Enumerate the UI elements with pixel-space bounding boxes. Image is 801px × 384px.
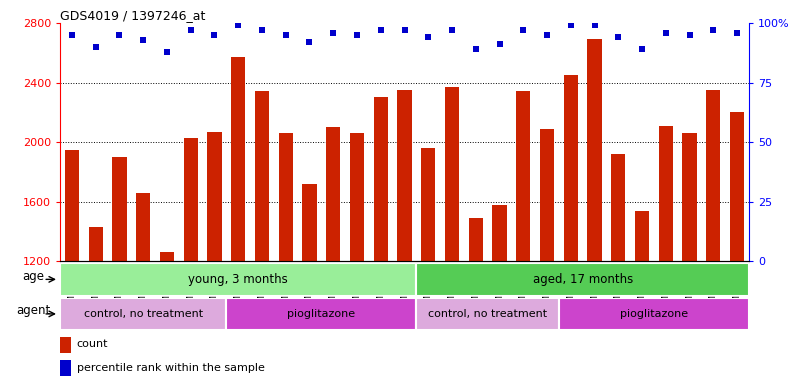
Point — [469, 46, 482, 52]
Bar — [183, 137, 198, 261]
Bar — [326, 127, 340, 261]
Point — [422, 34, 435, 40]
Point — [256, 27, 268, 33]
Bar — [60, 337, 71, 353]
Point — [303, 39, 316, 45]
Bar — [350, 133, 364, 261]
Bar — [60, 263, 417, 296]
Point — [659, 30, 672, 36]
Bar — [559, 298, 749, 330]
Point — [731, 30, 743, 36]
Point — [517, 27, 529, 33]
Text: agent: agent — [16, 304, 50, 317]
Text: control, no treatment: control, no treatment — [83, 309, 203, 319]
Bar — [730, 112, 744, 261]
Text: young, 3 months: young, 3 months — [188, 273, 288, 286]
Point — [208, 32, 221, 38]
Bar — [255, 91, 269, 261]
Point — [231, 22, 244, 28]
Point — [493, 41, 506, 48]
Bar — [89, 227, 103, 261]
Text: age: age — [22, 270, 44, 283]
Point — [280, 32, 292, 38]
Bar — [302, 184, 316, 261]
Bar — [417, 263, 749, 296]
Point — [565, 22, 578, 28]
Bar — [611, 154, 626, 261]
Bar — [540, 129, 554, 261]
Point — [541, 32, 553, 38]
Bar — [136, 193, 151, 261]
Bar — [706, 90, 720, 261]
Point — [683, 32, 696, 38]
Bar — [60, 298, 227, 330]
Bar — [279, 133, 293, 261]
Bar — [564, 75, 578, 261]
Point — [89, 44, 102, 50]
Text: count: count — [77, 339, 108, 349]
Bar — [658, 126, 673, 261]
Bar — [112, 157, 127, 261]
Bar — [373, 98, 388, 261]
Bar — [469, 218, 483, 261]
Text: aged, 17 months: aged, 17 months — [533, 273, 633, 286]
Text: pioglitazone: pioglitazone — [288, 309, 356, 319]
Bar — [587, 40, 602, 261]
Point — [707, 27, 720, 33]
Bar — [493, 205, 507, 261]
Bar — [635, 210, 649, 261]
Bar — [682, 133, 697, 261]
Point — [160, 48, 173, 55]
Bar — [65, 149, 79, 261]
Point — [445, 27, 458, 33]
Point — [351, 32, 364, 38]
Bar — [445, 87, 459, 261]
Point — [113, 32, 126, 38]
Text: control, no treatment: control, no treatment — [428, 309, 547, 319]
Bar — [160, 252, 174, 261]
Bar — [397, 90, 412, 261]
Point — [636, 46, 649, 52]
Bar — [207, 132, 222, 261]
Point — [612, 34, 625, 40]
Point — [137, 36, 150, 43]
Point — [588, 22, 601, 28]
Point — [398, 27, 411, 33]
Point — [66, 32, 78, 38]
Point — [327, 30, 340, 36]
Bar — [227, 298, 417, 330]
Bar — [231, 57, 245, 261]
Point — [374, 27, 387, 33]
Text: GDS4019 / 1397246_at: GDS4019 / 1397246_at — [60, 9, 205, 22]
Point — [184, 27, 197, 33]
Bar — [60, 360, 71, 376]
Text: percentile rank within the sample: percentile rank within the sample — [77, 362, 264, 373]
Bar — [417, 298, 559, 330]
Text: pioglitazone: pioglitazone — [620, 309, 688, 319]
Bar — [516, 91, 530, 261]
Bar — [421, 148, 436, 261]
